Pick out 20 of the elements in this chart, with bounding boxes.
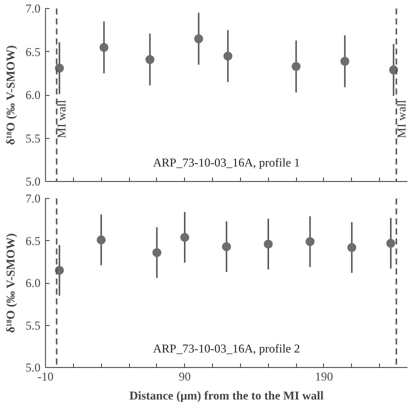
x-tick-label: 90 [178,370,191,384]
annotation: ARP_73-10-03_16A, profile 2 [153,342,300,356]
y-tick-label: 7.0 [26,192,40,206]
y-tick-label: 5.5 [26,318,40,332]
x-axis-title: Distance (μm) from the to the MI wall [129,388,324,402]
x-tick-label: 190 [314,370,333,384]
annotation: ARP_73-10-03_16A, profile 1 [153,155,300,170]
ref-line-label: MI wall [394,99,408,138]
y-tick-label: 6.5 [26,44,40,59]
y-tick-label: 6.0 [26,88,40,102]
ref-line-label: MI wall [54,99,69,138]
y-axis-title: δ¹⁸O (‰ V-SMOW) [4,233,18,333]
y-tick-label: 5.5 [26,131,40,146]
x-tick-label: -10 [38,370,54,384]
y-tick-label: 5.0 [26,174,40,188]
y-tick-label: 7.0 [26,2,40,16]
y-tick-label: 5.0 [26,360,40,374]
y-tick-label: 6.0 [26,276,40,290]
y-axis-title: δ¹⁸O (‰ V-SMOW) [4,45,18,145]
y-tick-label: 6.5 [26,234,40,248]
